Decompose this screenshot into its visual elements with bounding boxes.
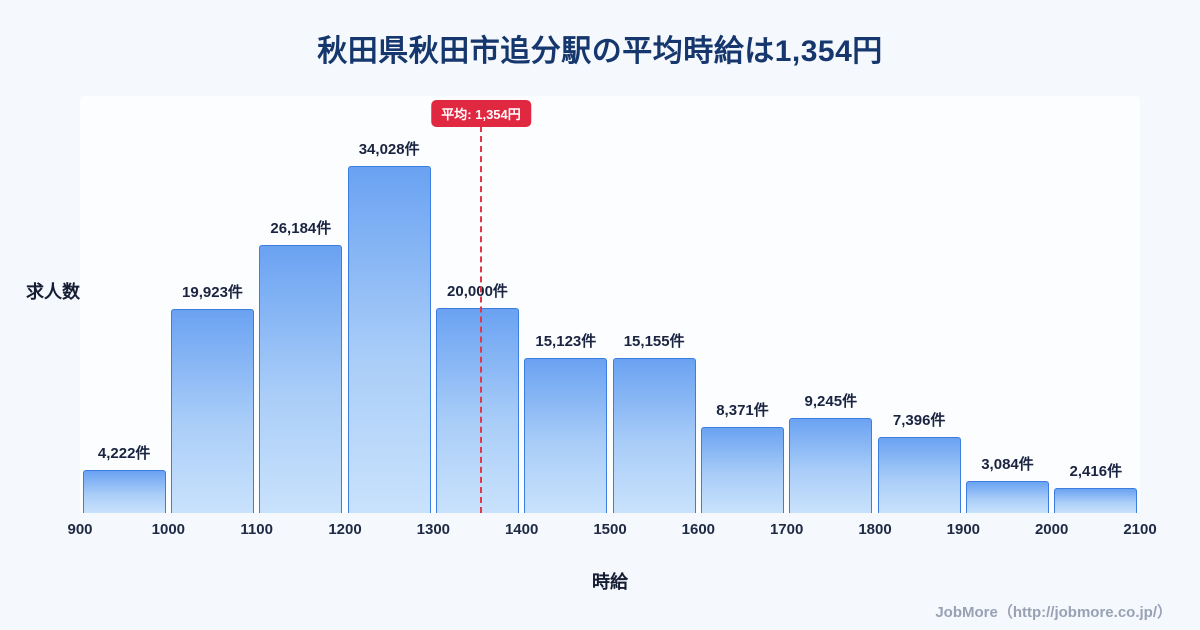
chart-title: 秋田県秋田市追分駅の平均時給は1,354円 [317, 35, 883, 68]
bar-value-label: 34,028件 [358, 141, 420, 158]
bar-value-label: 8,371件 [716, 402, 769, 419]
x-tick-label: 2100 [1123, 521, 1157, 538]
bar-value-label: 15,123件 [535, 333, 597, 350]
histogram-bar [965, 481, 1050, 513]
histogram-bar [789, 418, 873, 513]
bar-slot: 20,000件 [433, 138, 521, 513]
x-axis-label: 時給 [592, 572, 628, 592]
x-axis-ticks: 900 1000 1100 1200 1300 1400 1500 1600 1700 1800 1… [67, 521, 1156, 541]
histogram-bar [82, 470, 166, 513]
bar-slot: 4,222件 [80, 138, 168, 513]
bar-slot: 19,923件 [168, 138, 256, 513]
bar-value-label: 3,084件 [981, 456, 1034, 473]
bar-value-label: 26,184件 [270, 220, 332, 237]
bar-value-label: 4,222件 [97, 445, 151, 462]
mean-badge: 平均: 1,354円 [431, 100, 531, 127]
bar-value-label: 7,396件 [892, 412, 946, 429]
y-axis-label: 求人数 [26, 282, 80, 302]
bar-value-label: 9,245件 [804, 393, 858, 410]
plot-background-panel [80, 96, 1140, 513]
x-tick-label: 1300 [416, 521, 451, 538]
histogram-bar [347, 166, 431, 513]
x-tick-label: 900 [67, 521, 93, 538]
histogram-bar [877, 437, 961, 513]
x-tick-label: 1200 [328, 521, 362, 538]
histogram-bar [170, 309, 255, 513]
footer-credit: JobMore（http://jobmore.co.jp/） [935, 604, 1172, 621]
histogram-bar [524, 358, 608, 513]
bar-slot: 9,245件 [787, 138, 875, 513]
bar-slot: 8,371件 [698, 138, 786, 513]
x-tick-label: 1700 [769, 521, 804, 538]
x-tick-label: 1500 [593, 521, 627, 538]
bar-slot: 34,028件 [345, 138, 433, 513]
histogram-bar [612, 358, 696, 513]
x-tick-label: 1100 [240, 521, 273, 538]
bar-slot: 2,416件 [1052, 138, 1140, 513]
histogram-bar [435, 308, 520, 513]
x-tick-label: 1600 [681, 521, 716, 538]
x-tick-label: 1000 [151, 521, 186, 538]
bar-value-label: 15,155件 [623, 333, 685, 350]
bar-slot: 15,123件 [522, 138, 610, 513]
x-tick-label: 1400 [504, 521, 539, 538]
histogram-bar [1054, 488, 1138, 513]
mean-line [480, 126, 483, 513]
histogram-bar [259, 245, 343, 513]
x-tick-label: 2000 [1034, 521, 1069, 538]
bar-value-label: 20,000件 [447, 283, 508, 300]
plot-area: 4,222件 19,923件 26,184件 34,028件 20,000件 15,123… [80, 100, 1140, 513]
bar-value-label: 19,923件 [182, 284, 243, 301]
bar-slot: 15,155件 [610, 138, 698, 513]
histogram-bar [700, 427, 785, 513]
bar-slot: 3,084件 [963, 138, 1051, 513]
bar-slot: 26,184件 [257, 138, 345, 513]
x-tick-label: 1900 [946, 521, 981, 538]
x-tick-label: 1800 [858, 521, 892, 538]
bar-value-label: 2,416件 [1069, 463, 1123, 480]
bar-slot: 7,396件 [875, 138, 963, 513]
